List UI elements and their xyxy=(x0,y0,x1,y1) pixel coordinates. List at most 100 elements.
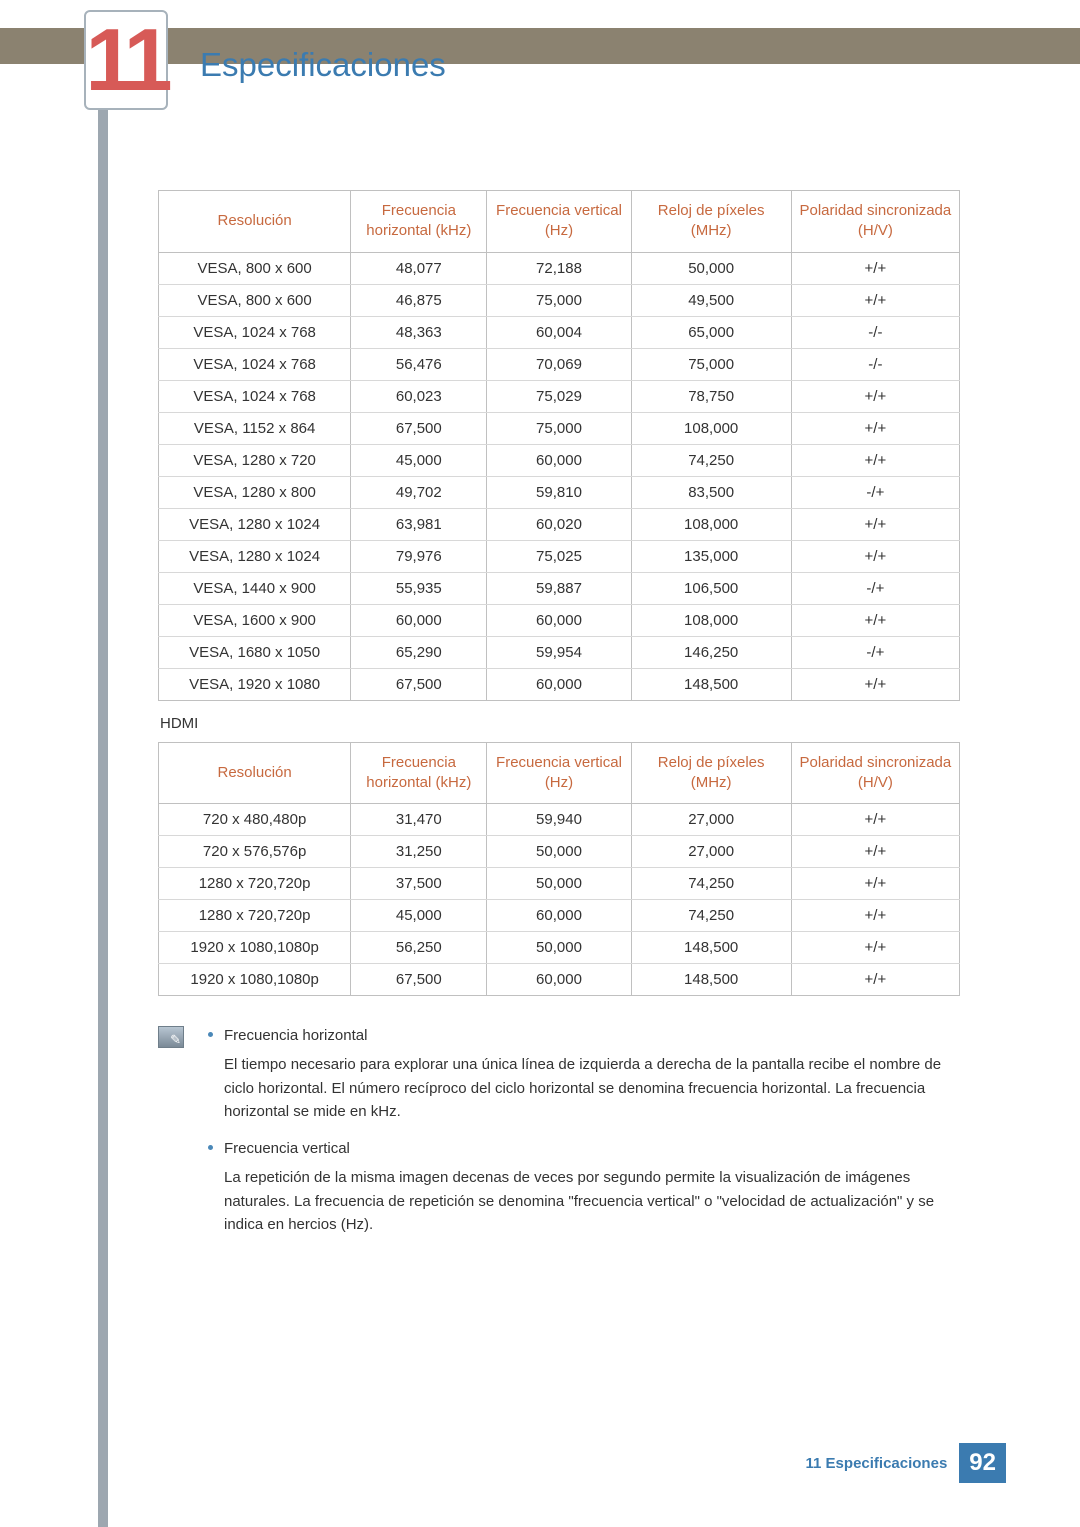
note-body: El tiempo necesario para explorar una ún… xyxy=(224,1053,960,1123)
footer-page: 92 xyxy=(959,1443,1006,1483)
table-row: VESA, 1280 x 102479,97675,025135,000+/+ xyxy=(159,540,960,572)
table-cell: -/+ xyxy=(791,476,959,508)
table-cell: 75,000 xyxy=(487,284,631,316)
table-cell: 63,981 xyxy=(351,508,487,540)
table-cell: 106,500 xyxy=(631,572,791,604)
table-cell: 83,500 xyxy=(631,476,791,508)
table-cell: 1280 x 720,720p xyxy=(159,900,351,932)
note-body: La repetición de la misma imagen decenas… xyxy=(224,1166,960,1236)
content-area: Resolución Frecuencia horizontal (kHz) F… xyxy=(158,190,960,1250)
table-cell: 31,470 xyxy=(351,804,487,836)
header-row: Resolución Frecuencia horizontal (kHz) F… xyxy=(159,742,960,804)
table-cell: VESA, 800 x 600 xyxy=(159,284,351,316)
table-cell: 720 x 576,576p xyxy=(159,836,351,868)
table-cell: 60,023 xyxy=(351,380,487,412)
table-cell: -/- xyxy=(791,316,959,348)
note-title: Frecuencia vertical xyxy=(224,1140,350,1157)
header-row: Resolución Frecuencia horizontal (kHz) F… xyxy=(159,191,960,253)
table-cell: -/- xyxy=(791,348,959,380)
table-cell: 59,954 xyxy=(487,636,631,668)
table-cell: 48,363 xyxy=(351,316,487,348)
table-cell: +/+ xyxy=(791,932,959,964)
table-cell: +/+ xyxy=(791,540,959,572)
footer: 11 Especificaciones 92 xyxy=(806,1443,1006,1483)
table-cell: 146,250 xyxy=(631,636,791,668)
table-cell: 1280 x 720,720p xyxy=(159,868,351,900)
col-vfreq: Frecuencia vertical (Hz) xyxy=(487,742,631,804)
table-row: VESA, 1152 x 86467,50075,000108,000+/+ xyxy=(159,412,960,444)
col-hfreq: Frecuencia horizontal (kHz) xyxy=(351,742,487,804)
table-cell: 74,250 xyxy=(631,900,791,932)
table-cell: VESA, 1280 x 1024 xyxy=(159,508,351,540)
table-cell: 48,077 xyxy=(351,252,487,284)
table-cell: VESA, 1024 x 768 xyxy=(159,316,351,348)
table-cell: -/+ xyxy=(791,636,959,668)
table-cell: 75,000 xyxy=(487,412,631,444)
table-cell: VESA, 1024 x 768 xyxy=(159,380,351,412)
table-cell: 27,000 xyxy=(631,804,791,836)
table-cell: 59,887 xyxy=(487,572,631,604)
table-row: VESA, 1680 x 105065,29059,954146,250-/+ xyxy=(159,636,960,668)
table-cell: 148,500 xyxy=(631,964,791,996)
table-cell: 60,000 xyxy=(351,604,487,636)
note-title: Frecuencia horizontal xyxy=(224,1027,367,1044)
table-row: VESA, 1280 x 102463,98160,020108,000+/+ xyxy=(159,508,960,540)
table-row: VESA, 800 x 60048,07772,18850,000+/+ xyxy=(159,252,960,284)
table-cell: 108,000 xyxy=(631,604,791,636)
col-polarity: Polaridad sincronizada (H/V) xyxy=(791,191,959,253)
table-cell: 60,000 xyxy=(487,900,631,932)
table-cell: 65,290 xyxy=(351,636,487,668)
footer-label: 11 Especificaciones xyxy=(806,1455,948,1472)
table-row: VESA, 800 x 60046,87575,00049,500+/+ xyxy=(159,284,960,316)
table-cell: VESA, 1680 x 1050 xyxy=(159,636,351,668)
table-cell: 60,000 xyxy=(487,668,631,700)
table-row: VESA, 1600 x 90060,00060,000108,000+/+ xyxy=(159,604,960,636)
table-row: VESA, 1280 x 72045,00060,00074,250+/+ xyxy=(159,444,960,476)
col-vfreq: Frecuencia vertical (Hz) xyxy=(487,191,631,253)
table-cell: VESA, 800 x 600 xyxy=(159,252,351,284)
table-cell: 1920 x 1080,1080p xyxy=(159,932,351,964)
table-cell: 49,500 xyxy=(631,284,791,316)
table-cell: +/+ xyxy=(791,444,959,476)
table-cell: 55,935 xyxy=(351,572,487,604)
table-cell: -/+ xyxy=(791,572,959,604)
table-cell: 70,069 xyxy=(487,348,631,380)
spec-table-hdmi: Resolución Frecuencia horizontal (kHz) F… xyxy=(158,742,960,997)
table-cell: 65,000 xyxy=(631,316,791,348)
table-row: VESA, 1024 x 76856,47670,06975,000-/- xyxy=(159,348,960,380)
table-cell: 45,000 xyxy=(351,444,487,476)
table-cell: +/+ xyxy=(791,900,959,932)
table-cell: +/+ xyxy=(791,284,959,316)
table-cell: VESA, 1280 x 1024 xyxy=(159,540,351,572)
note-list: Frecuencia horizontal El tiempo necesari… xyxy=(204,1024,960,1250)
table-cell: 74,250 xyxy=(631,868,791,900)
note-item: Frecuencia vertical La repetición de la … xyxy=(204,1137,960,1236)
table-cell: VESA, 1024 x 768 xyxy=(159,348,351,380)
table-cell: VESA, 1280 x 720 xyxy=(159,444,351,476)
col-hfreq: Frecuencia horizontal (kHz) xyxy=(351,191,487,253)
table-cell: +/+ xyxy=(791,868,959,900)
table-cell: 108,000 xyxy=(631,412,791,444)
table-cell: 50,000 xyxy=(487,836,631,868)
table-cell: 75,025 xyxy=(487,540,631,572)
table-cell: 108,000 xyxy=(631,508,791,540)
table-row: 1920 x 1080,1080p56,25050,000148,500+/+ xyxy=(159,932,960,964)
table-row: VESA, 1024 x 76860,02375,02978,750+/+ xyxy=(159,380,960,412)
table-row: 1920 x 1080,1080p67,50060,000148,500+/+ xyxy=(159,964,960,996)
table-cell: 1920 x 1080,1080p xyxy=(159,964,351,996)
table-cell: 45,000 xyxy=(351,900,487,932)
table-cell: 59,810 xyxy=(487,476,631,508)
table-cell: VESA, 1280 x 800 xyxy=(159,476,351,508)
table-cell: +/+ xyxy=(791,836,959,868)
table-row: VESA, 1024 x 76848,36360,00465,000-/- xyxy=(159,316,960,348)
col-pclock: Reloj de píxeles (MHz) xyxy=(631,742,791,804)
note-icon xyxy=(158,1026,184,1048)
table-row: VESA, 1280 x 80049,70259,81083,500-/+ xyxy=(159,476,960,508)
table-row: 1280 x 720,720p45,00060,00074,250+/+ xyxy=(159,900,960,932)
table-row: 1280 x 720,720p37,50050,00074,250+/+ xyxy=(159,868,960,900)
table-cell: 78,750 xyxy=(631,380,791,412)
col-pclock: Reloj de píxeles (MHz) xyxy=(631,191,791,253)
col-polarity: Polaridad sincronizada (H/V) xyxy=(791,742,959,804)
col-resolution: Resolución xyxy=(159,742,351,804)
table-cell: VESA, 1152 x 864 xyxy=(159,412,351,444)
